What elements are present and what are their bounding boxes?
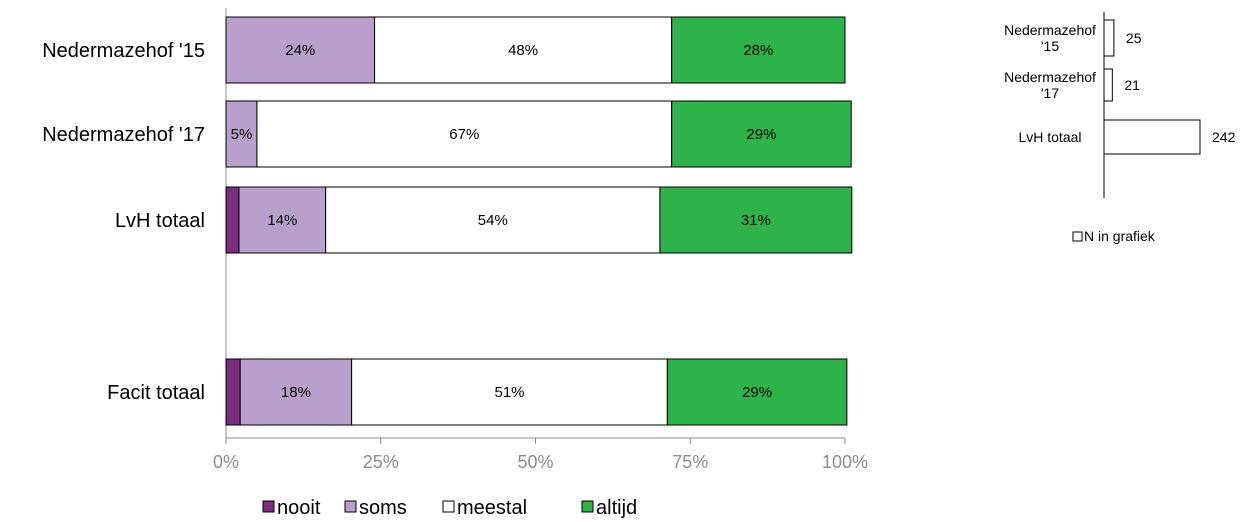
category-label: Facit totaal	[107, 382, 205, 404]
legend-swatch-nooit	[262, 500, 275, 513]
bar-segment-altijd	[666, 358, 848, 426]
n-value-label: 242	[1212, 129, 1236, 145]
n-value-label: 21	[1124, 77, 1140, 93]
n-legend-label: N in grafiek	[1084, 228, 1156, 244]
n-category-label-line: LvH totaal	[1018, 129, 1081, 145]
category-label: LvH totaal	[115, 210, 205, 232]
legend-swatch-altijd	[581, 500, 594, 513]
bar-segment-meestal	[374, 16, 673, 84]
n-category-label: LvH totaal	[1018, 129, 1081, 145]
legend-label: meestal	[457, 497, 527, 519]
bar-segment-meestal	[256, 100, 673, 168]
data-label: 14%	[267, 212, 297, 229]
n-category-label-line: Nedermazehof	[1004, 69, 1096, 85]
bar-segment-meestal	[351, 358, 668, 426]
n-category-label: Nedermazehof '15	[1004, 22, 1096, 54]
n-bar	[1103, 68, 1113, 102]
data-label: 24%	[285, 42, 315, 59]
bar-segment-soms	[225, 100, 258, 168]
n-category-label-line: '17	[1041, 85, 1059, 101]
bar-segment-nooit	[225, 358, 241, 426]
data-label: 51%	[494, 384, 524, 401]
bar-segment-meestal	[325, 186, 661, 254]
x-tick-label: 75%	[672, 452, 708, 472]
category-label: Nedermazehof '15	[42, 40, 205, 62]
legend-label: altijd	[596, 497, 637, 519]
n-legend-swatch	[1072, 231, 1083, 242]
data-label: 54%	[478, 212, 508, 229]
bar-segment-altijd	[671, 16, 846, 84]
data-label: 48%	[508, 42, 538, 59]
n-bar	[1103, 19, 1115, 57]
bar-segment-nooit	[225, 186, 240, 254]
n-category-label: Nedermazehof '17	[1004, 69, 1096, 101]
data-label: 29%	[746, 126, 776, 143]
data-label: 31%	[741, 212, 771, 229]
legend-swatch-soms	[344, 500, 357, 513]
x-tick-label: 0%	[213, 452, 239, 472]
bar-segment-altijd	[659, 186, 853, 254]
legend-swatch-meestal	[442, 500, 455, 513]
legend-label: soms	[359, 497, 407, 519]
category-label: Nedermazehof '17	[42, 124, 205, 146]
data-label: 18%	[281, 384, 311, 401]
n-category-label-line: Nedermazehof	[1004, 22, 1096, 38]
n-value-label: 25	[1126, 30, 1142, 46]
stacked-bar-chart: 0% 25% 50% 75% 100% Nedermazehof '15 24% 48% 28%…	[42, 8, 868, 519]
bar-segment-soms	[225, 16, 376, 84]
x-tick-label: 50%	[517, 452, 553, 472]
bar-segment-altijd	[671, 100, 852, 168]
data-label: 5%	[231, 126, 253, 143]
data-label: 29%	[742, 384, 772, 401]
data-label: 28%	[743, 42, 773, 59]
x-tick-label: 100%	[822, 452, 868, 472]
legend-label: nooit	[277, 497, 321, 519]
n-bar	[1103, 119, 1201, 155]
x-tick-label: 25%	[363, 452, 399, 472]
n-category-label-line: '15	[1041, 38, 1059, 54]
data-label: 67%	[449, 126, 479, 143]
